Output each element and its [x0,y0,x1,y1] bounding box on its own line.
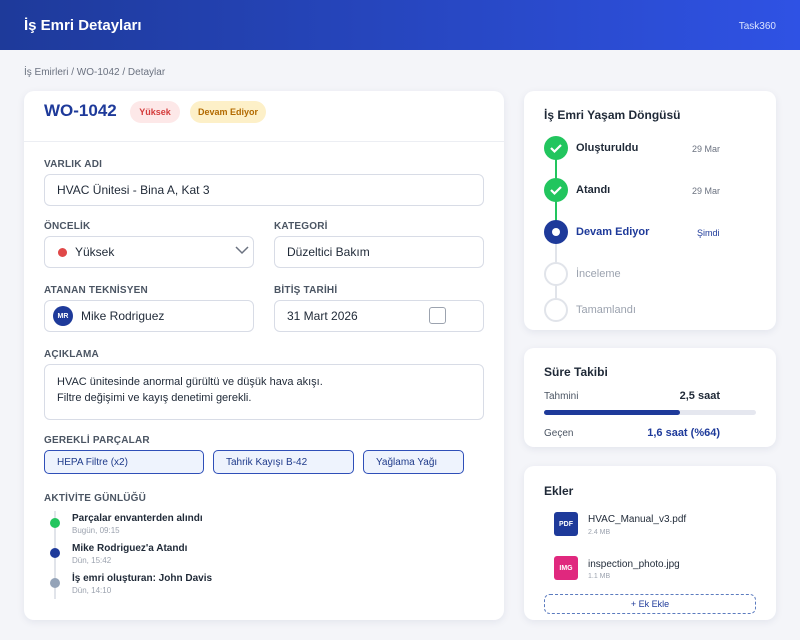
step-label: Devam Ediyor [576,226,650,238]
step-pending-icon [544,298,568,322]
activity-time: Dün, 14:10 [72,586,112,595]
description-line: HVAC ünitesinde anormal gürültü ve düşük… [57,376,323,388]
part-chip[interactable]: Yağlama Yağı [363,450,464,474]
file-size: 1.1 MB [588,573,611,580]
file-name[interactable]: inspection_photo.jpg [588,559,680,570]
priority-dot [58,248,67,257]
field-label: VARLIK ADI [44,159,103,170]
step-connector [555,148,557,186]
activity-time: Bugün, 09:15 [72,526,120,535]
step-label: Atandı [576,184,611,196]
lifecycle-card: İş Emri Yaşam Döngüsü Oluşturuldu 29 Mar… [524,91,776,330]
divider [24,141,504,142]
calendar-icon[interactable] [429,307,446,324]
file-icon: PDF [554,512,578,536]
field-label: GEREKLİ PARÇALAR [44,435,150,446]
part-chip[interactable]: HEPA Filtre (x2) [44,450,204,474]
step-connector [555,232,557,270]
file-size: 2.4 MB [588,529,611,536]
step-date: 29 Mar [692,186,721,196]
step-connector [555,274,557,304]
priority-select[interactable]: Yüksek [44,236,254,268]
activity-text: İş emri oluşturan: John Davis [72,573,213,584]
order-card: WO-1042 Yüksek Devam Ediyor VARLIK ADI H… [24,91,504,620]
field-label: AKTİVİTE GÜNLÜĞÜ [44,493,147,504]
step-date: 29 Mar [692,144,721,154]
file-icon: IMG [554,556,578,580]
activity-text: Mike Rodriguez'a Atandı [72,543,188,554]
activity-dot [50,578,60,588]
step-label: İnceleme [576,268,621,280]
breadcrumb[interactable]: İş Emirleri / WO-1042 / Detaylar [24,67,166,78]
step-current-icon [544,220,568,244]
progress-track [544,410,756,415]
chevron [235,246,249,255]
estimated-label: Tahmini [544,391,579,402]
status-badge: Devam Ediyor [190,101,266,123]
page-title: İş Emri Detayları [24,17,142,34]
activity-text: Parçalar envanterden alındı [72,513,203,524]
field-label: ATANAN TEKNİSYEN [44,285,148,296]
activity-dot [50,518,60,528]
step-done-icon [544,178,568,202]
asset-input[interactable]: HVAC Ünitesi - Bina A, Kat 3 [44,174,484,206]
field-label: ÖNCELİK [44,221,91,232]
activity-time: Dün, 15:42 [72,556,112,565]
progress-bar [544,410,680,415]
field-label: KATEGORİ [274,221,328,232]
step-date: Şimdi [697,228,720,238]
card-title: Ekler [544,484,574,498]
description-textarea[interactable]: HVAC ünitesinde anormal gürültü ve düşük… [44,364,484,420]
category-input[interactable]: Düzeltici Bakım [274,236,484,268]
estimated-value: 2,5 saat [679,390,720,402]
spent-value: 1,6 saat (%64) [647,427,720,439]
brand: Task360 [738,21,776,32]
activity-dot [50,548,60,558]
priority-badge: Yüksek [130,101,180,123]
file-name[interactable]: HVAC_Manual_v3.pdf [588,514,687,525]
avatar: MR [53,306,73,326]
step-done-icon [544,136,568,160]
field-label: BİTİŞ TARİHİ [274,285,338,296]
add-attachment-button[interactable]: + Ek Ekle [544,594,756,614]
technician-input[interactable]: Mike Rodriguez [44,300,254,332]
card-title: Süre Takibi [544,365,608,379]
step-connector [555,190,557,228]
card-title: İş Emri Yaşam Döngüsü [544,108,681,122]
part-chip[interactable]: Tahrik Kayışı B-42 [213,450,354,474]
description-line: Filtre değişimi ve kayış denetimi gerekl… [57,392,252,404]
due-date-input[interactable]: 31 Mart 2026 [274,300,484,332]
app-header: İş Emri Detayları Task360 [0,0,800,50]
attachments-card: Ekler PDF HVAC_Manual_v3.pdf 2.4 MB IMG … [524,466,776,620]
spent-label: Geçen [544,428,574,439]
step-pending-icon [544,262,568,286]
step-label: Oluşturuldu [576,142,639,154]
order-id: WO-1042 [44,101,117,120]
field-label: AÇIKLAMA [44,349,99,360]
time-card: Süre Takibi Tahmini 2,5 saat Geçen 1,6 s… [524,348,776,447]
step-label: Tamamlandı [576,304,636,316]
